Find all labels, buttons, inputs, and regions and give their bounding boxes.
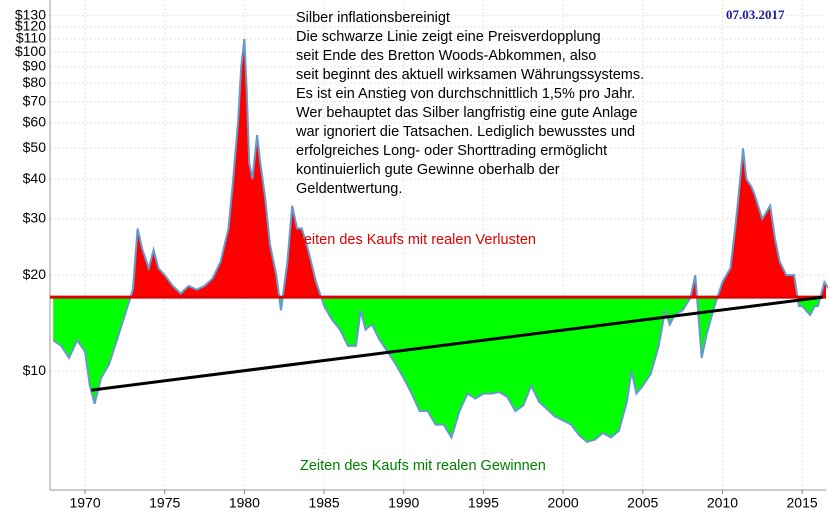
x-tick-label: 1990 <box>388 495 419 511</box>
annotation-line: seit beginnt des aktuell wirksamen Währu… <box>296 67 644 83</box>
x-tick-label: 1985 <box>308 495 339 511</box>
x-tick-label: 2000 <box>548 495 579 511</box>
annotation-line: Wer behauptet das Silber langfristig ein… <box>296 105 638 121</box>
annotation-line: Die schwarze Linie zeigt eine Preisverdo… <box>296 29 601 45</box>
y-tick-label: $30 <box>23 210 47 226</box>
y-tick-label: $40 <box>23 170 47 186</box>
gain-area <box>53 297 821 442</box>
labels: $10 $20 $30 $40 $50 $60 $70 $80$90$100$110$120$… <box>15 6 818 510</box>
trend-line <box>91 295 824 392</box>
annotation-line: kontinuierlich gute Gewinne oberhalb der <box>296 162 560 178</box>
annotation-line: seit Ende des Bretton Woods-Abkommen, al… <box>296 48 596 64</box>
annotation-line: Es ist ein Anstieg von durchschnittlich … <box>296 86 635 102</box>
x-tick-label: 1995 <box>468 495 499 511</box>
y-tick-label: $60 <box>23 114 47 130</box>
x-tick-label: 2005 <box>627 495 658 511</box>
price-line <box>52 38 828 444</box>
annotation-line: war ignoriert die Tatsachen. Lediglich b… <box>295 124 635 140</box>
y-tick-label: $110 <box>16 30 46 46</box>
y-tick-label: $130 <box>15 6 46 22</box>
y-tick-label: $70 <box>23 92 47 108</box>
annotation-line: Geldentwertung. <box>296 181 402 197</box>
plot <box>50 38 828 444</box>
x-tick-label: 2015 <box>787 495 818 511</box>
x-tick-label: 1980 <box>229 495 260 511</box>
y-tick-label: $50 <box>23 139 47 155</box>
chart-title: Silber inflationsbereinigt <box>296 10 450 26</box>
y-tick-label: $90 <box>23 57 47 73</box>
gain-label: Zeiten des Kaufs mit realen Gewinnen <box>300 458 546 474</box>
x-tick-label: 2010 <box>707 495 738 511</box>
x-tick-label: 1970 <box>69 495 100 511</box>
y-tick-label: $120 <box>15 18 46 34</box>
y-tick-label: $100 <box>15 43 46 59</box>
y-tick-label: $20 <box>23 266 47 282</box>
y-tick-label: $80 <box>23 74 47 90</box>
date: 07.03.2017 <box>726 7 785 22</box>
x-tick-label: 1975 <box>149 495 180 511</box>
y-tick-label: $10 <box>23 362 47 378</box>
annotation-line: erfolgreiches Long- oder Shorttrading er… <box>296 143 607 159</box>
loss-label: Zeiten des Kaufs mit realen Verlusten <box>295 232 536 248</box>
